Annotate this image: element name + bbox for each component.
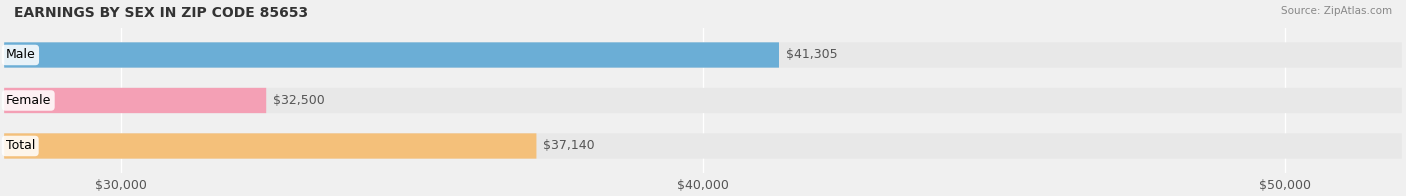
Text: Female: Female	[6, 94, 51, 107]
Text: $32,500: $32,500	[273, 94, 325, 107]
Text: Total: Total	[6, 140, 35, 152]
Text: $37,140: $37,140	[544, 140, 595, 152]
Text: Source: ZipAtlas.com: Source: ZipAtlas.com	[1281, 6, 1392, 16]
FancyBboxPatch shape	[4, 88, 266, 113]
FancyBboxPatch shape	[4, 42, 779, 68]
FancyBboxPatch shape	[4, 42, 1402, 68]
FancyBboxPatch shape	[4, 88, 1402, 113]
Text: $41,305: $41,305	[786, 48, 838, 62]
FancyBboxPatch shape	[4, 133, 1402, 159]
FancyBboxPatch shape	[4, 133, 537, 159]
Text: EARNINGS BY SEX IN ZIP CODE 85653: EARNINGS BY SEX IN ZIP CODE 85653	[14, 6, 308, 20]
Text: Male: Male	[6, 48, 35, 62]
